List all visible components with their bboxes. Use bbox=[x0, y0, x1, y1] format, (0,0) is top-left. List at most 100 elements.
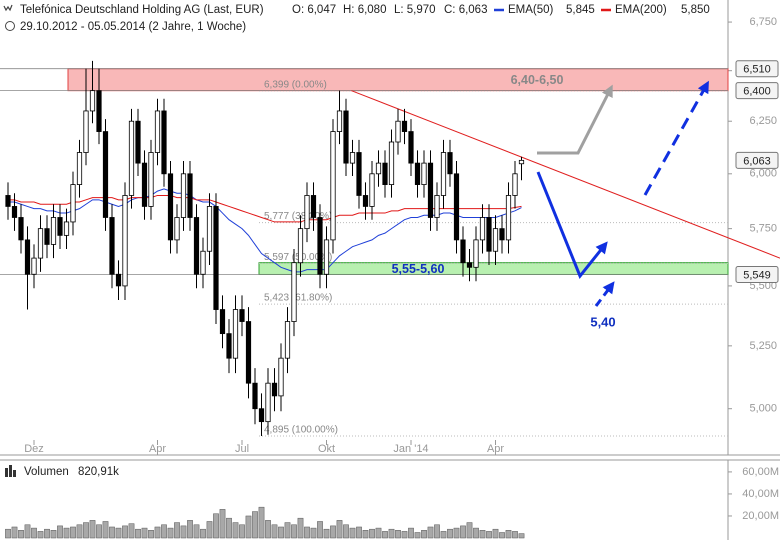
fib-label: 6,399 (0.00%) bbox=[264, 80, 327, 91]
y-tick-label: 5,000 bbox=[749, 403, 777, 415]
candle-body bbox=[258, 408, 265, 423]
volume-bar bbox=[343, 524, 349, 539]
candle-body bbox=[297, 228, 304, 264]
candle-body bbox=[304, 195, 310, 230]
ohlc: H: 6,080 bbox=[343, 4, 386, 16]
candle-body bbox=[31, 257, 37, 275]
candle-body bbox=[213, 206, 219, 310]
volume-bar bbox=[187, 520, 193, 539]
candle-body bbox=[89, 90, 96, 112]
zone-label: 6,40-6,50 bbox=[511, 73, 564, 87]
volume-bar bbox=[109, 526, 115, 539]
candle-body bbox=[83, 110, 89, 153]
candle-body bbox=[349, 152, 356, 164]
zone-label: 5,55-5,60 bbox=[392, 262, 445, 276]
volume-bar bbox=[505, 530, 512, 539]
volume-bar bbox=[89, 520, 96, 539]
volume-bar bbox=[63, 527, 70, 539]
candle-body bbox=[44, 228, 50, 245]
x-tick-label: Jul bbox=[235, 443, 249, 455]
candle-body bbox=[239, 309, 245, 322]
volume-bar bbox=[239, 524, 245, 539]
candle-body bbox=[434, 195, 440, 218]
volume-bar bbox=[421, 530, 427, 539]
price-tag bbox=[735, 82, 779, 100]
volume-bar bbox=[336, 520, 343, 539]
volume-bar bbox=[206, 521, 213, 539]
candle-body bbox=[76, 152, 83, 185]
fib-label: 4,895 (100.00%) bbox=[264, 425, 338, 436]
candle-body bbox=[447, 152, 453, 175]
candle-body bbox=[362, 195, 369, 207]
volume-bar bbox=[408, 527, 414, 539]
fib-label: 5,423 (61.80%) bbox=[264, 293, 332, 304]
candle-body bbox=[70, 184, 76, 223]
volume-bar bbox=[330, 525, 336, 539]
candle-body bbox=[427, 162, 434, 218]
volume-bar bbox=[219, 509, 226, 539]
candle-body bbox=[421, 162, 427, 185]
candle-body bbox=[219, 309, 226, 335]
x-tick-label: Apr bbox=[149, 443, 166, 455]
y-tick-label: 60,00M bbox=[742, 466, 779, 478]
fib-label: 5,777 (38.20%) bbox=[264, 211, 332, 222]
candle-body bbox=[37, 228, 44, 259]
volume-bar bbox=[148, 530, 154, 539]
volume-bar bbox=[232, 522, 239, 539]
candle-body bbox=[109, 217, 115, 275]
price-tag bbox=[735, 265, 779, 283]
volume-bar bbox=[499, 532, 505, 539]
icon bbox=[5, 21, 15, 31]
candle-body bbox=[63, 221, 70, 236]
header: Telefónica Deutschland Holding AG (Last,… bbox=[3, 4, 487, 33]
candle-body bbox=[50, 217, 57, 245]
volume-bar bbox=[180, 525, 187, 539]
y-tick-label: 5,250 bbox=[749, 340, 777, 352]
y-tick-label: 20,00M bbox=[742, 510, 779, 522]
price-tag-label: 6,510 bbox=[743, 64, 771, 76]
candle-body bbox=[414, 162, 421, 185]
candle-body bbox=[330, 131, 336, 241]
volume-bar bbox=[447, 528, 453, 539]
candle-body bbox=[486, 217, 492, 252]
volume-bar bbox=[440, 531, 447, 539]
candle-body bbox=[317, 217, 323, 275]
candle-body bbox=[252, 382, 258, 410]
candle-body bbox=[115, 273, 122, 287]
volume-bar bbox=[44, 528, 50, 539]
zone bbox=[67, 68, 729, 92]
candle-body bbox=[193, 217, 200, 275]
volume-bar bbox=[512, 531, 518, 539]
candle-body bbox=[395, 120, 401, 143]
main-layer bbox=[5, 60, 780, 539]
candle-body bbox=[278, 357, 284, 397]
candle-body bbox=[408, 131, 414, 164]
arrow bbox=[643, 80, 709, 196]
volume-bar bbox=[226, 517, 232, 539]
ohlc: O: 6,047 bbox=[292, 4, 336, 16]
candle-body bbox=[167, 173, 174, 241]
icon bbox=[3, 4, 13, 12]
volume-bar bbox=[213, 513, 219, 539]
volume-bar bbox=[479, 530, 486, 539]
candle-body bbox=[11, 206, 18, 218]
candle-body bbox=[154, 110, 161, 153]
candle-body bbox=[388, 141, 395, 185]
price-tag bbox=[735, 151, 779, 169]
candle-body bbox=[200, 250, 206, 275]
legend-label: EMA(50) bbox=[508, 4, 554, 16]
candle-body bbox=[518, 159, 525, 165]
volume-bar bbox=[518, 533, 525, 539]
title: Telefónica Deutschland Holding AG (Last,… bbox=[20, 4, 264, 16]
volume-bar bbox=[401, 531, 408, 539]
volume-bar bbox=[128, 523, 135, 539]
candle-body bbox=[440, 152, 447, 196]
volume-bar bbox=[57, 525, 63, 539]
candle-body bbox=[24, 239, 31, 275]
volume-title: Volumen bbox=[24, 466, 69, 478]
candle-body bbox=[96, 90, 102, 132]
volume-bar bbox=[5, 528, 11, 539]
volume-bar bbox=[11, 526, 18, 539]
volume-bar bbox=[349, 527, 356, 539]
